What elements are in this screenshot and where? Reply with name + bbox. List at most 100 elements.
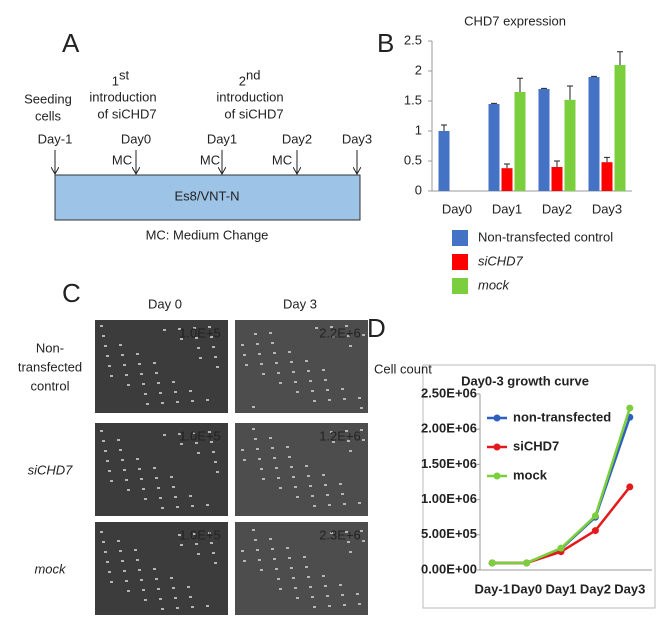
cell [252, 428, 255, 430]
error-bar [617, 51, 623, 65]
mc-label: MC [200, 152, 220, 167]
cell [123, 570, 126, 572]
cell [241, 550, 244, 552]
cell [176, 607, 179, 609]
line [492, 407, 631, 565]
y-tick-label: 2.00E+06 [421, 421, 477, 436]
cell [292, 476, 295, 478]
cell [123, 469, 126, 471]
day-label: Day1 [207, 131, 237, 146]
cell [243, 560, 246, 562]
count-label: 2.3E+6 [319, 527, 361, 542]
cell [254, 539, 257, 541]
cell [144, 599, 147, 601]
cell [326, 494, 329, 496]
cell [144, 498, 147, 500]
cell [324, 585, 327, 587]
cell [127, 590, 130, 592]
bar [438, 131, 450, 191]
cell [315, 327, 318, 329]
legend-swatch [452, 254, 468, 270]
cell [172, 486, 175, 488]
cell [125, 374, 128, 376]
cell [214, 356, 217, 358]
error-bar [441, 124, 447, 131]
cell [104, 450, 107, 452]
y-tick-label: 1.00E+06 [421, 491, 477, 506]
cell [170, 577, 173, 579]
cell [294, 486, 297, 488]
cell [216, 471, 219, 473]
panel-letter: B [377, 28, 394, 58]
bar [551, 167, 563, 191]
error-bar-line [541, 87, 547, 89]
cell [138, 569, 141, 571]
chart-frame [422, 364, 656, 609]
mc-label: MC [272, 152, 292, 167]
label: of siCHD7 [224, 106, 283, 121]
cell [108, 470, 111, 472]
cell [358, 603, 361, 605]
cell [328, 605, 331, 607]
cell [206, 399, 209, 401]
cell [138, 363, 141, 365]
cell [170, 476, 173, 478]
cell [157, 588, 160, 590]
y-tick-label: 0.00E+00 [421, 561, 477, 576]
cell [180, 338, 183, 340]
cell [191, 400, 194, 402]
cell [328, 399, 331, 401]
cell [172, 381, 175, 383]
point [626, 483, 634, 491]
cell [343, 604, 346, 606]
cell [191, 606, 194, 608]
cell [305, 465, 308, 467]
cell [214, 461, 217, 463]
x-tick-label: Day3 [592, 201, 622, 216]
legend-label: mock [478, 277, 511, 292]
cell [153, 467, 156, 469]
cell [332, 441, 335, 443]
y-tick-label: 2.50E+06 [421, 385, 477, 400]
cell [123, 364, 126, 366]
cell [271, 447, 274, 449]
cell [172, 587, 175, 589]
cell [136, 559, 139, 561]
chart-title: CHD7 expression [464, 13, 566, 28]
cell [104, 551, 107, 553]
cell [110, 375, 113, 377]
cell [328, 504, 331, 506]
day-label: Day-1 [38, 131, 73, 146]
legend-label: siCHD7 [513, 438, 559, 453]
column-header: Day 3 [283, 296, 317, 311]
error-bar-line [441, 124, 447, 131]
cell [146, 403, 149, 405]
cell [176, 506, 179, 508]
cell [290, 466, 293, 468]
label: of siCHD7 [97, 106, 156, 121]
cell [142, 589, 145, 591]
cell [288, 351, 291, 353]
footnote: MC: Medium Change [146, 227, 269, 242]
cell [161, 608, 164, 610]
cell [275, 568, 278, 570]
cell [210, 542, 213, 544]
micrograph [235, 423, 368, 516]
ordinal: 2 [239, 73, 246, 88]
cell [153, 362, 156, 364]
cell [309, 485, 312, 487]
mc-label: MC [112, 152, 132, 167]
row-label: Non- [36, 340, 64, 355]
cell [178, 534, 181, 536]
cell [189, 390, 192, 392]
cell [303, 556, 306, 558]
cell [273, 352, 276, 354]
cell [191, 505, 194, 507]
cell [260, 363, 263, 365]
cell [307, 475, 310, 477]
cell [155, 578, 158, 580]
cell [326, 595, 329, 597]
cell [271, 548, 274, 550]
cell [119, 550, 122, 552]
